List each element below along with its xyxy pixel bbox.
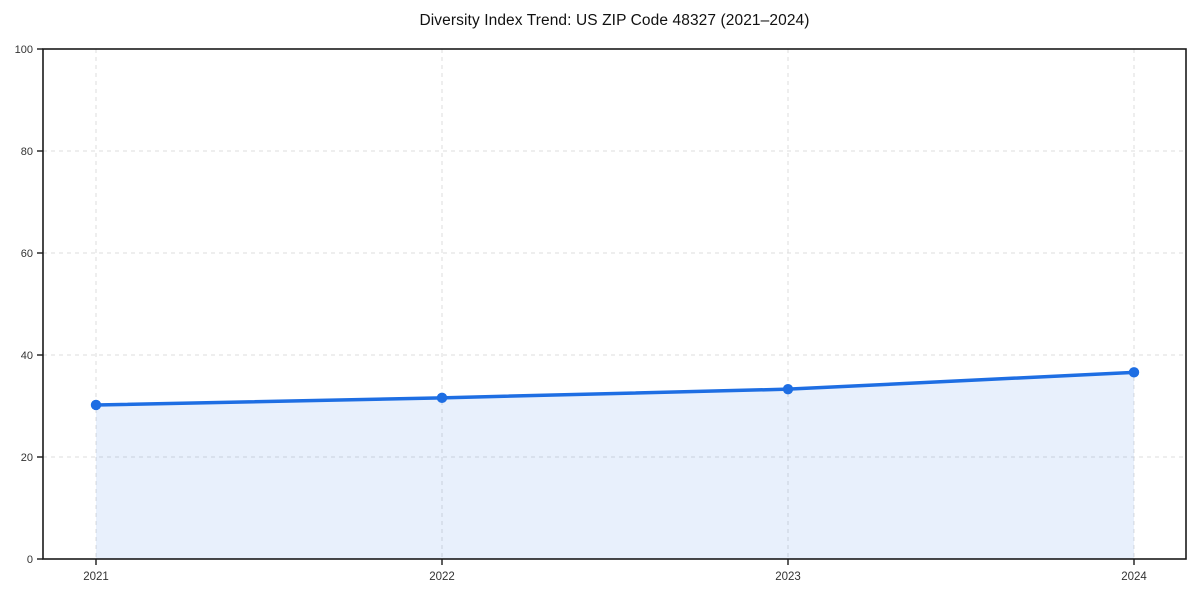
area-fill-path — [96, 372, 1134, 559]
axis-tick-labels: 0 20 40 60 80 100 2021 2022 2023 2024 — [15, 44, 1148, 583]
data-point-2023 — [782, 383, 794, 395]
plot-frame — [42, 48, 1187, 560]
y-tick-label: 60 — [21, 248, 33, 260]
x-tick-label: 2022 — [429, 571, 455, 583]
x-tick-label: 2023 — [775, 571, 801, 583]
data-point-2021 — [90, 399, 102, 411]
x-tick-label: 2021 — [83, 571, 109, 583]
data-point-2024 — [1128, 367, 1140, 378]
area-fill — [96, 372, 1134, 559]
y-tick-label: 80 — [21, 146, 33, 158]
data-point-2022 — [436, 392, 448, 404]
axis-ticks — [37, 48, 1135, 565]
x-tick-label: 2024 — [1121, 571, 1147, 583]
trend-line-path — [94, 370, 1136, 407]
plot-frame-rect — [42, 48, 1187, 560]
y-tick-label: 0 — [27, 554, 33, 566]
y-tick-label: 100 — [15, 44, 33, 56]
trend-line — [94, 370, 1136, 407]
y-tick-label: 20 — [21, 452, 33, 464]
y-tick-label: 40 — [21, 350, 33, 362]
data-points — [90, 367, 1140, 411]
chart-title: Diversity Index Trend: US ZIP Code 48327… — [419, 12, 810, 29]
